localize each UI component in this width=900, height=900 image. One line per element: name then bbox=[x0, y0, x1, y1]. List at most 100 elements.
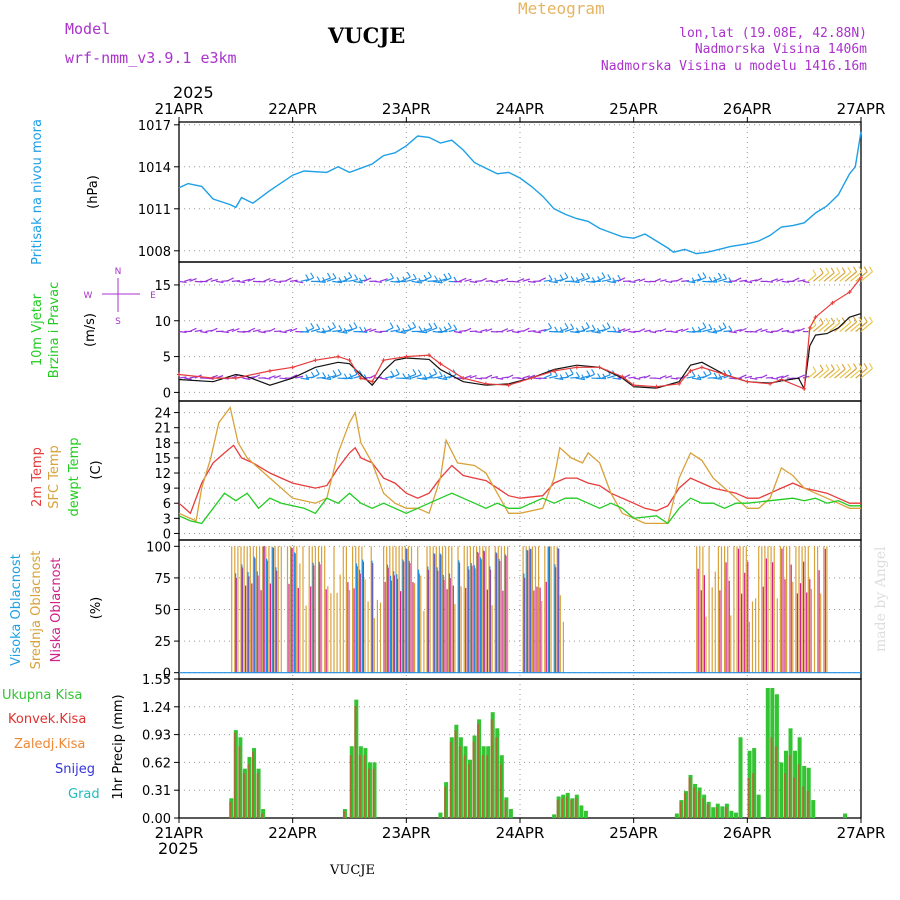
wind-barb bbox=[464, 327, 472, 333]
wind-barb bbox=[675, 328, 684, 333]
wind-barb bbox=[517, 278, 525, 282]
date-label-top: 26APR bbox=[723, 100, 772, 118]
wind-barb bbox=[749, 330, 758, 333]
footer-station: VUCJE bbox=[329, 863, 375, 878]
wind-barb bbox=[591, 330, 601, 334]
wind-barb bbox=[263, 278, 271, 282]
date-label-bottom: 25APR bbox=[609, 824, 658, 842]
wind-barb bbox=[776, 278, 784, 282]
wind-barb-flag bbox=[363, 274, 368, 281]
wind-barb bbox=[712, 277, 722, 282]
wind-barb bbox=[279, 330, 287, 334]
wind-barb bbox=[474, 377, 483, 380]
wind-barb bbox=[332, 373, 342, 379]
wind-barb-flag bbox=[853, 316, 858, 323]
wind-barb-flag bbox=[586, 370, 591, 376]
wind-barb bbox=[596, 276, 606, 282]
compass-east: E bbox=[150, 291, 156, 301]
wind-barb bbox=[723, 374, 732, 379]
conv-precip-bar bbox=[354, 705, 357, 818]
wind-barb bbox=[252, 374, 261, 379]
wind-barb bbox=[564, 328, 574, 333]
wind-barb bbox=[844, 271, 857, 282]
wind-barb bbox=[839, 271, 852, 282]
wind-barb bbox=[247, 277, 256, 282]
wind-barb-flag bbox=[453, 324, 458, 330]
total-precip-bar bbox=[711, 807, 716, 818]
wind-barb-flag bbox=[412, 321, 417, 328]
wind-barb bbox=[247, 327, 256, 333]
wind-barb bbox=[839, 368, 852, 379]
wind-barb bbox=[823, 369, 835, 379]
total-precip-bar bbox=[720, 806, 725, 818]
wind-barb bbox=[490, 280, 498, 284]
wind-barb bbox=[654, 329, 662, 333]
y-tick-label: 10 bbox=[154, 315, 171, 330]
wind-barb bbox=[712, 377, 722, 380]
y-tick-label: 25 bbox=[154, 635, 171, 650]
y-tick-label: 0 bbox=[163, 386, 171, 401]
wind-barb-flag bbox=[337, 369, 342, 375]
model-altitude-label: Nadmorska Visina u modelu 1416.16m bbox=[601, 59, 867, 74]
wind-barb-flag bbox=[423, 374, 428, 380]
wind-barb bbox=[305, 277, 314, 282]
wind-barb-flag bbox=[412, 273, 417, 280]
wind-barb-flag bbox=[390, 272, 394, 279]
wind-barb-flag bbox=[332, 322, 337, 328]
wind-barb bbox=[860, 271, 873, 282]
conv-precip-bar bbox=[481, 755, 484, 818]
wind-barb bbox=[252, 329, 261, 333]
wind-barb bbox=[771, 377, 779, 380]
wind-barb-flag bbox=[847, 363, 852, 370]
wind-barb bbox=[469, 280, 477, 284]
wind-barb-flag bbox=[617, 327, 622, 333]
conv-precip-bar bbox=[252, 751, 255, 818]
frozen-precip-label: Zaledj.Kisa bbox=[14, 737, 85, 752]
wind-barb bbox=[400, 377, 412, 380]
wind-barb bbox=[633, 278, 641, 282]
wind-barb bbox=[522, 278, 530, 282]
wind-barb-flag bbox=[612, 277, 617, 284]
wind-barb bbox=[654, 377, 662, 380]
total-precip-bar bbox=[779, 762, 784, 818]
precip-unit-label: 1hr Precip (mm) bbox=[111, 694, 126, 799]
wind-barb bbox=[200, 330, 208, 334]
total-precip-bar bbox=[552, 814, 557, 818]
wind-barb bbox=[612, 377, 621, 380]
wind-barb-flag bbox=[585, 322, 590, 328]
wind-barb bbox=[326, 277, 337, 282]
wind-barb bbox=[496, 377, 504, 380]
wind-barb-flag bbox=[359, 326, 364, 333]
wind-barb bbox=[543, 279, 553, 282]
date-label-top: 22APR bbox=[268, 100, 317, 118]
wind-barb-flag bbox=[418, 326, 423, 332]
wind-barb bbox=[707, 330, 718, 334]
wind-barb bbox=[416, 330, 428, 334]
total-precip-bar bbox=[756, 794, 761, 818]
wind-barb bbox=[755, 328, 763, 333]
wind-barb bbox=[226, 277, 234, 282]
wind-barb-flag bbox=[322, 327, 326, 334]
wind-barb bbox=[570, 376, 580, 379]
y-tick-label: 1008 bbox=[138, 245, 171, 260]
precip-panel: 0.00 0.31 0.62 0.93 1.24 1.55 bbox=[142, 673, 862, 827]
wind-barb bbox=[723, 330, 732, 333]
wind-barb bbox=[617, 328, 626, 333]
wind-barb-flag bbox=[869, 266, 873, 272]
wind-barb bbox=[686, 280, 696, 284]
wind-barb bbox=[321, 377, 332, 381]
wind-barb-flag bbox=[836, 267, 841, 273]
wind-barb bbox=[607, 280, 616, 284]
wind-barb bbox=[506, 374, 514, 379]
wind-barb-flag bbox=[412, 369, 417, 375]
wind-barb bbox=[522, 327, 530, 333]
wind-barb-flag bbox=[447, 322, 452, 329]
wind-barb-flag bbox=[602, 324, 607, 330]
conv-precip-bar bbox=[467, 764, 470, 818]
wind-barb bbox=[342, 328, 353, 333]
conv-precip-bar bbox=[788, 755, 791, 818]
wind-barb bbox=[411, 280, 422, 284]
wind-barb-flag bbox=[564, 322, 569, 329]
wind-barb-flag bbox=[727, 369, 732, 376]
